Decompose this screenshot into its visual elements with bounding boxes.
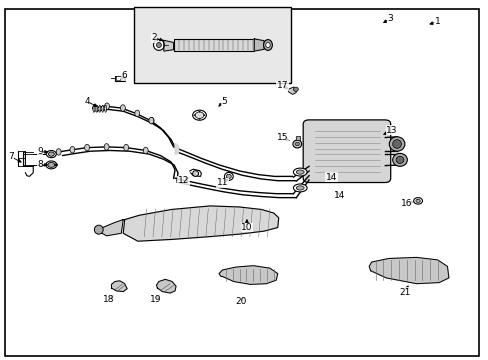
Ellipse shape bbox=[192, 110, 206, 120]
Ellipse shape bbox=[395, 156, 403, 163]
Polygon shape bbox=[219, 266, 277, 284]
Ellipse shape bbox=[192, 171, 198, 176]
Ellipse shape bbox=[296, 170, 304, 174]
Ellipse shape bbox=[56, 149, 61, 155]
Polygon shape bbox=[111, 281, 127, 292]
Text: 12: 12 bbox=[177, 176, 189, 185]
Ellipse shape bbox=[102, 105, 103, 112]
Polygon shape bbox=[156, 279, 176, 293]
Ellipse shape bbox=[55, 164, 58, 166]
Text: 14: 14 bbox=[325, 173, 337, 182]
Ellipse shape bbox=[104, 144, 109, 150]
Ellipse shape bbox=[48, 152, 54, 156]
Ellipse shape bbox=[153, 40, 164, 50]
Polygon shape bbox=[288, 87, 297, 94]
Ellipse shape bbox=[193, 114, 195, 116]
Ellipse shape bbox=[293, 168, 306, 176]
Ellipse shape bbox=[413, 198, 422, 204]
Text: 18: 18 bbox=[102, 295, 114, 304]
Bar bbox=[173, 39, 254, 51]
Ellipse shape bbox=[156, 42, 161, 48]
Text: 13: 13 bbox=[386, 126, 397, 135]
Ellipse shape bbox=[84, 144, 89, 151]
Ellipse shape bbox=[292, 140, 301, 148]
Text: 14: 14 bbox=[333, 191, 345, 199]
Polygon shape bbox=[123, 206, 278, 241]
Ellipse shape bbox=[104, 105, 106, 112]
Ellipse shape bbox=[123, 144, 128, 151]
Ellipse shape bbox=[93, 105, 95, 112]
Ellipse shape bbox=[415, 199, 419, 202]
Ellipse shape bbox=[203, 114, 204, 116]
Ellipse shape bbox=[48, 162, 55, 167]
Ellipse shape bbox=[148, 117, 153, 124]
Text: 17: 17 bbox=[276, 81, 288, 90]
Ellipse shape bbox=[198, 111, 200, 112]
Text: 7: 7 bbox=[8, 152, 14, 161]
Ellipse shape bbox=[392, 153, 407, 166]
Ellipse shape bbox=[46, 150, 56, 158]
Ellipse shape bbox=[388, 137, 404, 151]
Ellipse shape bbox=[104, 103, 109, 109]
Ellipse shape bbox=[149, 117, 154, 124]
Polygon shape bbox=[254, 39, 264, 51]
Bar bbox=[115, 76, 124, 81]
Ellipse shape bbox=[265, 42, 269, 48]
Ellipse shape bbox=[293, 184, 306, 192]
Ellipse shape bbox=[70, 147, 75, 153]
Ellipse shape bbox=[226, 174, 231, 179]
Ellipse shape bbox=[224, 172, 233, 180]
Text: 2: 2 bbox=[151, 33, 157, 42]
Polygon shape bbox=[100, 220, 123, 236]
Text: 5: 5 bbox=[221, 97, 226, 106]
Text: 19: 19 bbox=[149, 295, 161, 304]
Text: 21: 21 bbox=[398, 288, 410, 297]
Bar bbox=[116, 76, 123, 80]
Polygon shape bbox=[163, 40, 173, 51]
Polygon shape bbox=[175, 143, 178, 155]
Ellipse shape bbox=[93, 105, 97, 111]
Ellipse shape bbox=[94, 225, 103, 234]
Ellipse shape bbox=[46, 161, 57, 169]
Text: 9: 9 bbox=[37, 148, 43, 157]
Ellipse shape bbox=[135, 110, 140, 117]
Ellipse shape bbox=[392, 140, 401, 148]
Bar bbox=[134, 7, 290, 83]
Ellipse shape bbox=[293, 87, 298, 91]
Ellipse shape bbox=[296, 186, 304, 190]
Text: 1: 1 bbox=[434, 17, 440, 26]
Ellipse shape bbox=[263, 40, 272, 50]
Text: 20: 20 bbox=[234, 297, 246, 306]
FancyBboxPatch shape bbox=[303, 120, 390, 183]
Text: 11: 11 bbox=[216, 179, 228, 188]
Ellipse shape bbox=[96, 105, 98, 112]
Text: 3: 3 bbox=[386, 14, 392, 23]
Ellipse shape bbox=[120, 105, 125, 111]
Text: 8: 8 bbox=[37, 161, 43, 170]
Text: 15: 15 bbox=[276, 133, 288, 142]
Text: 10: 10 bbox=[241, 223, 252, 232]
Ellipse shape bbox=[99, 105, 101, 112]
Text: 16: 16 bbox=[400, 199, 412, 208]
Bar bbox=[295, 136, 299, 140]
Polygon shape bbox=[368, 257, 448, 284]
Text: 6: 6 bbox=[122, 71, 127, 80]
Ellipse shape bbox=[195, 112, 203, 118]
Text: 4: 4 bbox=[84, 97, 90, 106]
Ellipse shape bbox=[295, 142, 299, 146]
Ellipse shape bbox=[143, 147, 148, 154]
Ellipse shape bbox=[198, 118, 200, 120]
